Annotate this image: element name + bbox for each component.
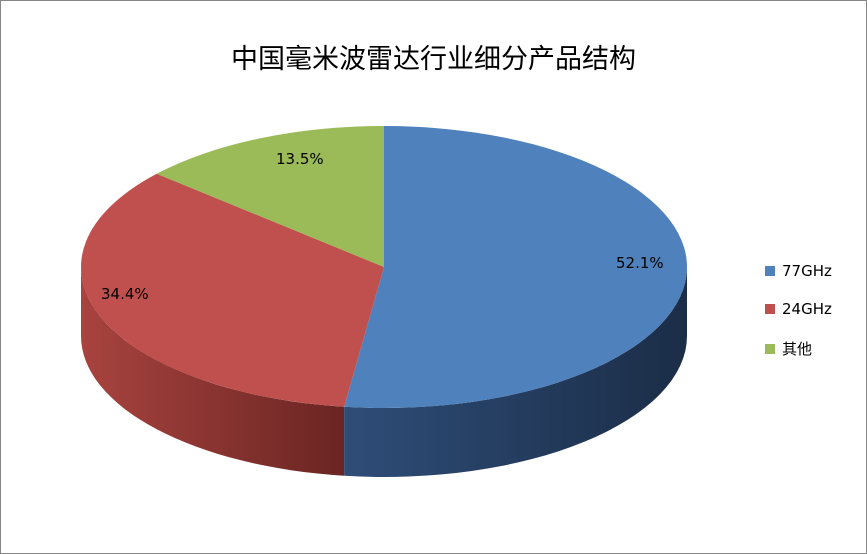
legend-item-77ghz: 77GHz bbox=[765, 262, 832, 280]
pie-slice-other bbox=[156, 126, 384, 267]
legend-item-other: 其他 bbox=[765, 338, 812, 359]
legend-swatch bbox=[765, 304, 775, 314]
legend-label: 24GHz bbox=[782, 300, 832, 318]
legend-label: 77GHz bbox=[782, 262, 832, 280]
legend-swatch bbox=[765, 343, 775, 354]
legend-label: 其他 bbox=[782, 340, 813, 358]
pie-side-77ghz bbox=[344, 267, 687, 477]
chart-title: 中国毫米波雷达行业细分产品结构 bbox=[231, 44, 636, 75]
data-label-77ghz: 52.1% bbox=[616, 254, 664, 272]
pie-side-24ghz bbox=[81, 267, 345, 476]
pie-slice-77ghz bbox=[344, 126, 688, 409]
legend-swatch bbox=[765, 266, 775, 276]
data-label-other: 13.5% bbox=[276, 150, 324, 168]
data-label-24ghz: 34.4% bbox=[101, 285, 149, 303]
pie-slice-24ghz bbox=[80, 173, 385, 407]
legend-item-24ghz: 24GHz bbox=[765, 300, 832, 318]
